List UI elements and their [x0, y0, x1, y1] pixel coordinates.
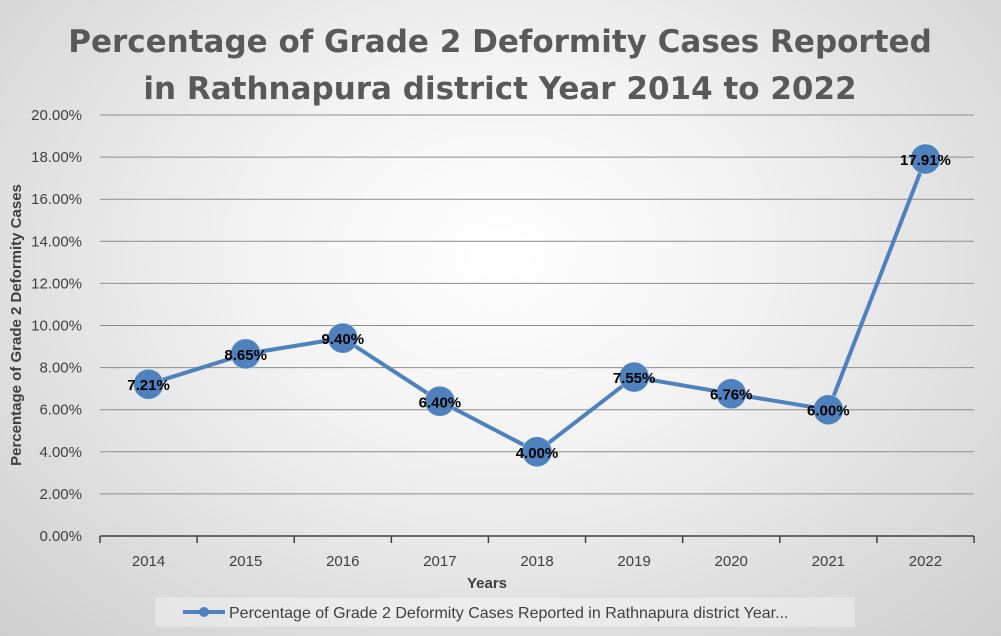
x-tick-label: 2014 [132, 553, 165, 570]
x-tick-label: 2017 [423, 553, 456, 570]
data-label: 6.00% [807, 403, 850, 420]
legend: Percentage of Grade 2 Deformity Cases Re… [154, 596, 856, 628]
data-point [909, 143, 941, 175]
data-labels: 7.21% 8.65% 9.40% 6.40% 4.00% 7.55% 6.76% 6.00%… [127, 152, 951, 462]
y-tick-label: 6.00% [39, 402, 82, 419]
data-point [133, 368, 165, 400]
y-tick-label: 14.00% [31, 233, 82, 250]
legend-entry-label: Percentage of Grade 2 Deformity Cases Re… [229, 605, 788, 622]
data-label: 7.55% [613, 370, 656, 387]
y-tick-label: 20.00% [31, 107, 82, 124]
y-tick-label: 2.00% [39, 486, 82, 503]
data-point [424, 385, 456, 417]
legend-marker-swatch [199, 607, 209, 617]
data-point [812, 394, 844, 426]
x-tick-label: 2016 [326, 553, 359, 570]
data-label: 4.00% [516, 445, 559, 462]
chart-title-line-1: Percentage of Grade 2 Deformity Cases Re… [68, 24, 932, 60]
x-tick-label: 2018 [520, 553, 553, 570]
x-axis-title: Years [467, 575, 507, 592]
data-label: 6.40% [419, 394, 462, 411]
data-point [521, 436, 553, 468]
data-point [327, 322, 359, 354]
x-tick-label: 2021 [812, 553, 845, 570]
x-tick-label: 2019 [617, 553, 650, 570]
y-tick-label: 0.00% [39, 528, 82, 545]
data-label: 6.76% [710, 387, 753, 404]
y-axis-ticks: 0.00% 2.00% 4.00% 6.00% 8.00% 10.00% 12.00% 14.… [31, 107, 82, 545]
data-point [230, 338, 262, 370]
y-tick-label: 12.00% [31, 275, 82, 292]
y-tick-label: 4.00% [39, 444, 82, 461]
y-axis-title: Percentage of Grade 2 Deformity Cases [8, 184, 25, 466]
y-tick-label: 8.00% [39, 360, 82, 377]
x-axis: 2014 2015 2016 2017 2018 2019 2020 2021 2022 [99, 535, 975, 570]
data-label: 9.40% [322, 331, 365, 348]
data-point [715, 378, 747, 410]
y-tick-label: 10.00% [31, 318, 82, 335]
data-point [618, 361, 650, 393]
x-tick-label: 2022 [909, 553, 942, 570]
chart-title-line-2: in Rathnapura district Year 2014 to 2022 [143, 71, 856, 107]
y-tick-label: 16.00% [31, 191, 82, 208]
x-tick-label: 2015 [229, 553, 262, 570]
data-label: 7.21% [127, 377, 170, 394]
y-tick-label: 18.00% [31, 149, 82, 166]
series-line-group [133, 143, 941, 468]
legend-box [154, 596, 856, 628]
data-label: 17.91% [900, 152, 951, 169]
x-tick-label: 2020 [715, 553, 748, 570]
data-label: 8.65% [224, 347, 267, 364]
